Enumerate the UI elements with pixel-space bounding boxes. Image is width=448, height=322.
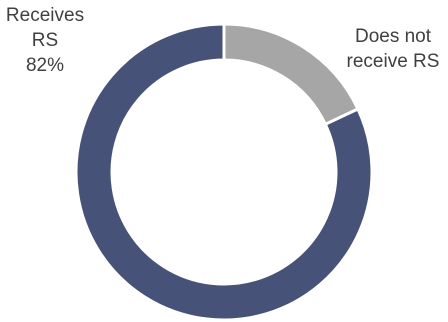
label-percent: 82%	[25, 55, 65, 76]
donut-slice-receives-rs	[74, 22, 374, 322]
label-line: RS	[31, 30, 59, 51]
label-line: Receives	[5, 5, 85, 26]
label-line: receive RS	[346, 51, 440, 72]
label-line: Does not	[354, 26, 432, 47]
slice-label-does-not-receive-rs: Does not receive RS	[338, 24, 448, 74]
slice-label-receives-rs: Receives RS 82%	[0, 3, 90, 78]
